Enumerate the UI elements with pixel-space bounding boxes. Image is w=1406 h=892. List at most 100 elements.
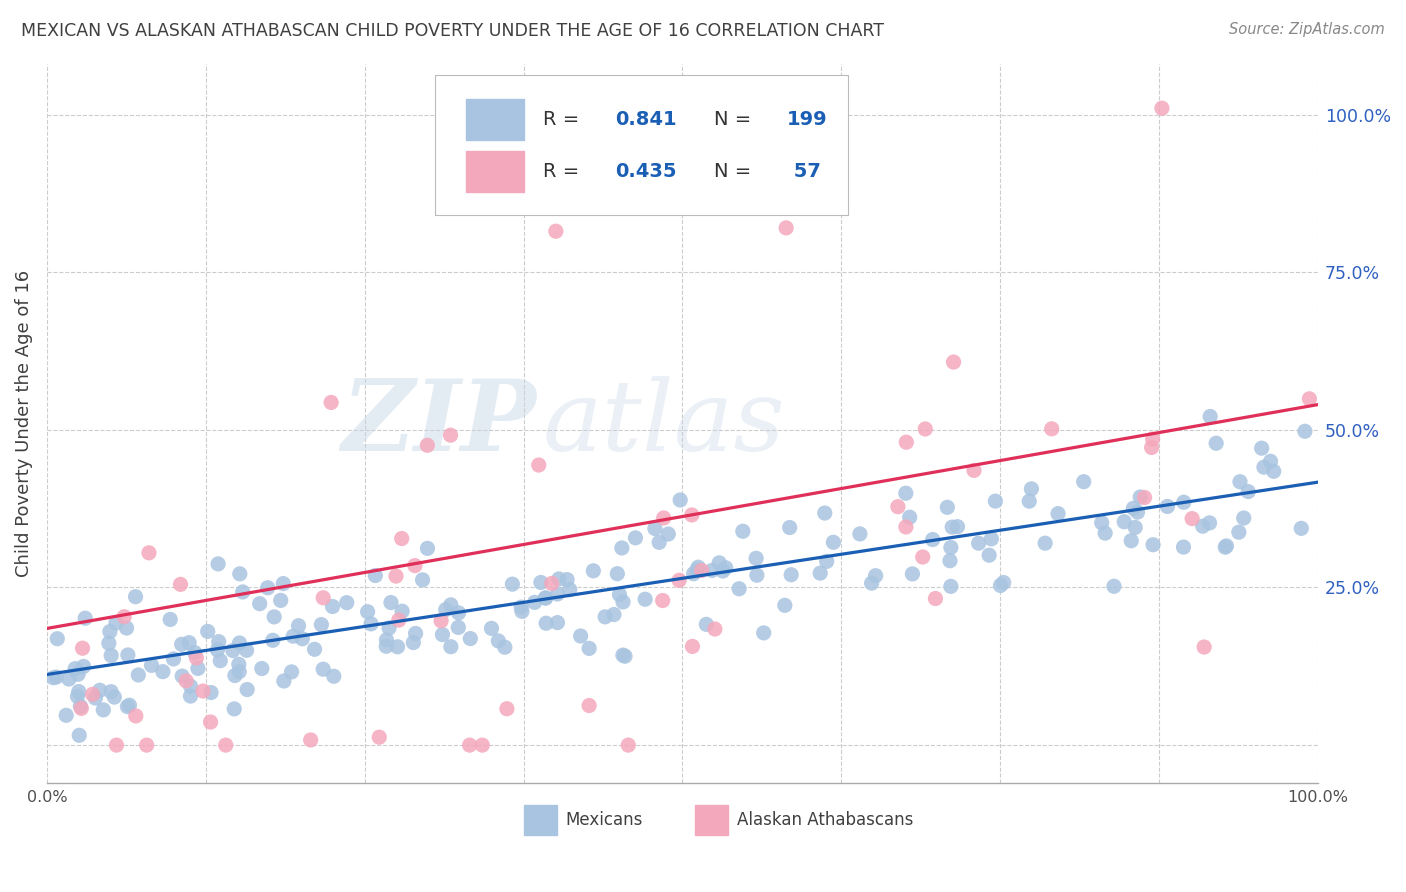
Point [942, 355, 965, 369]
Point [860, 576, 883, 591]
Point [380, 596, 402, 610]
Point [91, 703, 114, 717]
Point [416, 438, 439, 452]
Point [368, 730, 391, 744]
Text: N =: N = [714, 162, 758, 181]
Point [1263, 464, 1285, 478]
Point [104, 615, 127, 630]
Point [262, 633, 284, 648]
Point [1291, 521, 1313, 535]
Point [440, 640, 463, 654]
Point [609, 588, 631, 602]
Point [979, 548, 1001, 562]
Point [1198, 516, 1220, 530]
Point [375, 632, 398, 647]
Point [67, 728, 90, 742]
Point [887, 500, 910, 514]
Point [603, 607, 626, 622]
Point [1156, 500, 1178, 514]
Point [405, 626, 427, 640]
Point [963, 463, 986, 477]
Point [228, 636, 250, 650]
Point [578, 698, 600, 713]
Point [651, 593, 673, 607]
Point [624, 531, 647, 545]
Text: 57: 57 [786, 162, 821, 181]
Point [70, 701, 93, 715]
Point [993, 575, 1015, 590]
Point [42, 671, 65, 685]
Point [939, 541, 962, 555]
Point [375, 639, 398, 653]
Point [1215, 539, 1237, 553]
Point [939, 579, 962, 593]
Point [322, 599, 344, 614]
Point [540, 576, 562, 591]
Text: ZIP: ZIP [342, 376, 536, 472]
Point [447, 606, 470, 620]
Point [416, 541, 439, 556]
Point [494, 640, 516, 655]
Point [695, 617, 717, 632]
Point [471, 738, 494, 752]
Point [1191, 519, 1213, 533]
Point [105, 738, 128, 752]
Point [84, 691, 107, 706]
Point [270, 593, 292, 607]
Point [98, 624, 121, 639]
Point [72, 641, 94, 656]
Point [215, 738, 238, 752]
Point [496, 702, 519, 716]
Point [125, 709, 148, 723]
Point [207, 643, 229, 657]
Point [1192, 640, 1215, 654]
Point [135, 738, 157, 752]
Point [228, 657, 250, 672]
Point [138, 546, 160, 560]
Point [118, 698, 141, 713]
Point [612, 648, 634, 662]
Point [1213, 540, 1236, 554]
Point [1091, 516, 1114, 530]
Point [67, 667, 90, 681]
Point [501, 577, 523, 591]
Point [1199, 409, 1222, 424]
Point [208, 634, 231, 648]
Point [458, 632, 481, 646]
Point [89, 683, 111, 698]
Point [1126, 505, 1149, 519]
Point [617, 738, 640, 752]
Point [939, 554, 962, 568]
Point [1121, 533, 1143, 548]
Point [412, 573, 434, 587]
Point [183, 646, 205, 660]
Point [1129, 490, 1152, 504]
Point [263, 610, 285, 624]
Point [235, 643, 257, 657]
Point [1298, 392, 1320, 406]
Point [311, 617, 333, 632]
Point [179, 689, 201, 703]
Bar [695, 805, 728, 835]
Point [434, 602, 457, 616]
Point [1094, 526, 1116, 541]
Text: Mexicans: Mexicans [565, 811, 643, 829]
Point [75, 611, 97, 625]
Point [849, 527, 872, 541]
Point [644, 521, 666, 535]
Point [614, 649, 637, 664]
Point [1150, 101, 1173, 115]
Point [773, 599, 796, 613]
Point [814, 506, 837, 520]
Point [67, 684, 90, 698]
Point [606, 566, 628, 581]
Text: 0.841: 0.841 [614, 110, 676, 129]
Point [690, 564, 713, 578]
Point [432, 627, 454, 641]
Point [174, 673, 197, 688]
Point [63, 662, 86, 676]
Point [1021, 482, 1043, 496]
Point [271, 576, 294, 591]
Point [1142, 538, 1164, 552]
Point [980, 532, 1002, 546]
